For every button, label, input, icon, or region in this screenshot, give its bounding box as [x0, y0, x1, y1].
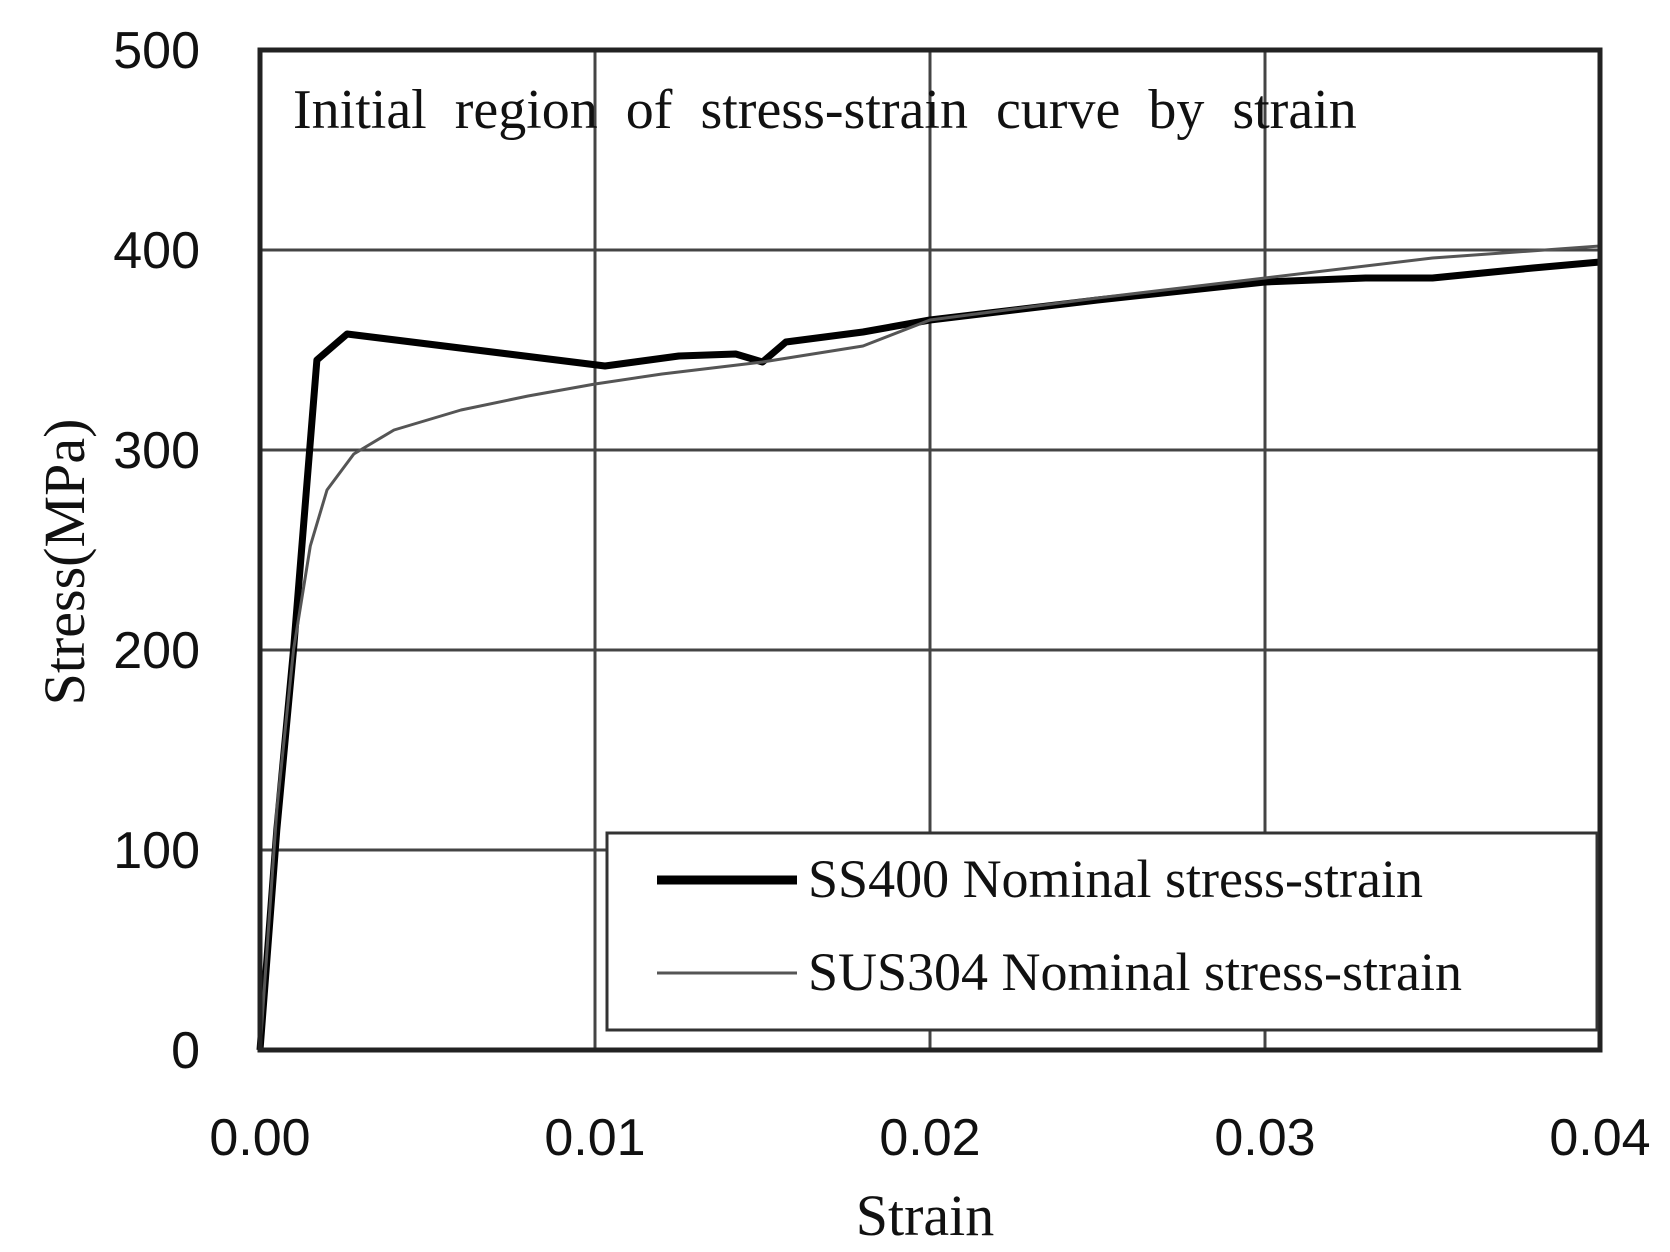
y-tick-label: 0: [171, 1022, 200, 1080]
chart-title: Initial region of stress-strain curve by…: [293, 79, 1357, 141]
y-axis-tick-labels: 0 100 200 300 400 500: [113, 22, 200, 1080]
grid-lines: [260, 50, 1600, 1050]
x-axis-tick-labels: 0.00 0.01 0.02 0.03 0.04: [209, 1109, 1650, 1167]
y-tick-label: 400: [113, 222, 200, 280]
x-axis-label: Strain: [856, 1183, 995, 1248]
x-tick-label: 0.04: [1549, 1109, 1650, 1167]
legend: SS400 Nominal stress-strain SUS304 Nomin…: [605, 831, 1599, 1032]
x-tick-label: 0.02: [879, 1109, 980, 1167]
series-lines: [256, 244, 1601, 1051]
x-tick-label: 0.00: [209, 1109, 310, 1167]
series-line-ss400: [256, 258, 1601, 1051]
series-line-sus304: [258, 244, 1601, 1051]
y-tick-label: 500: [113, 22, 200, 80]
y-axis-label: Stress(MPa): [32, 419, 97, 706]
y-tick-label: 100: [113, 822, 200, 880]
legend-label-ss400: SS400 Nominal stress-strain: [808, 849, 1423, 909]
legend-box: [605, 831, 1599, 1032]
plot-area-frame: [257, 47, 1603, 1053]
x-tick-label: 0.01: [544, 1109, 645, 1167]
legend-label-sus304: SUS304 Nominal stress-strain: [808, 942, 1462, 1002]
y-tick-label: 200: [113, 622, 200, 680]
x-tick-label: 0.03: [1214, 1109, 1315, 1167]
y-tick-label: 300: [113, 422, 200, 480]
